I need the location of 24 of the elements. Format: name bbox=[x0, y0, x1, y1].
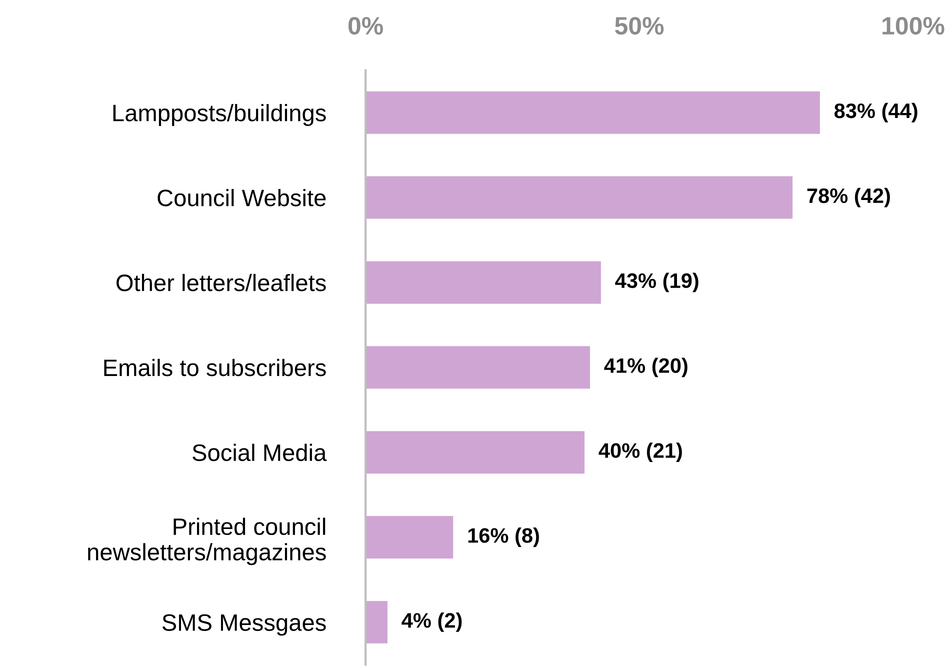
y-tick-label: Other letters/leaflets bbox=[116, 274, 326, 292]
bar bbox=[366, 346, 590, 389]
x-tick-label: 100% bbox=[882, 16, 944, 35]
y-tick-label: Emails to subscribers bbox=[104, 358, 326, 376]
x-tick-label: 50% bbox=[615, 16, 664, 35]
bar bbox=[366, 431, 585, 474]
bar bbox=[366, 261, 601, 304]
y-tick-label: Social Media bbox=[192, 444, 327, 462]
y-tick-label: Printed council newsletters/magazines bbox=[88, 518, 326, 566]
data-label: 16% (8) bbox=[468, 528, 539, 547]
data-label: 43% (19) bbox=[615, 272, 698, 292]
bar bbox=[366, 176, 793, 219]
bar bbox=[366, 516, 454, 558]
data-label: 4% (2) bbox=[402, 612, 462, 632]
data-label: 40% (21) bbox=[598, 442, 682, 462]
y-tick-label: Lampposts/buildings bbox=[113, 104, 326, 126]
bar bbox=[366, 91, 820, 134]
y-tick-label: Council Website bbox=[158, 188, 326, 206]
data-label: 78% (42) bbox=[807, 188, 890, 208]
y-tick-label: SMS Messgaes bbox=[162, 614, 326, 636]
data-label: 83% (44) bbox=[834, 102, 918, 122]
data-label: 41% (20) bbox=[604, 358, 688, 378]
x-tick-label: 0% bbox=[348, 16, 383, 35]
bar bbox=[366, 600, 388, 644]
